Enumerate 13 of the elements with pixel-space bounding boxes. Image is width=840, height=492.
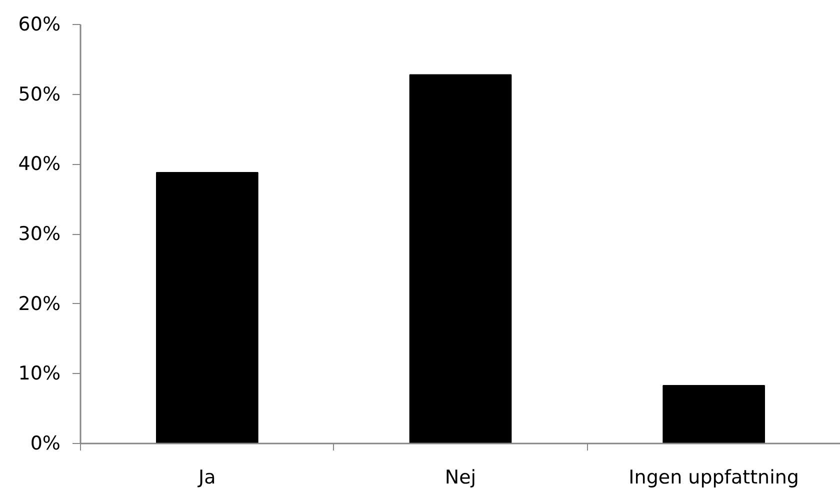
y-tick-label: 40% (18, 153, 61, 176)
bar (662, 385, 765, 444)
x-tick-label: Ingen uppfattning (628, 466, 799, 488)
x-tick-label: Ja (198, 466, 216, 488)
y-tick-label: 0% (30, 432, 61, 454)
y-tick-label: 10% (18, 362, 61, 385)
y-tick-label: 30% (18, 223, 61, 245)
y-tick-label: 20% (18, 292, 61, 315)
bar (156, 172, 258, 444)
x-tick-label: Nej (444, 466, 476, 488)
bar (409, 74, 512, 444)
y-tick-label: 50% (18, 83, 61, 106)
y-tick-label: 60% (18, 14, 61, 36)
